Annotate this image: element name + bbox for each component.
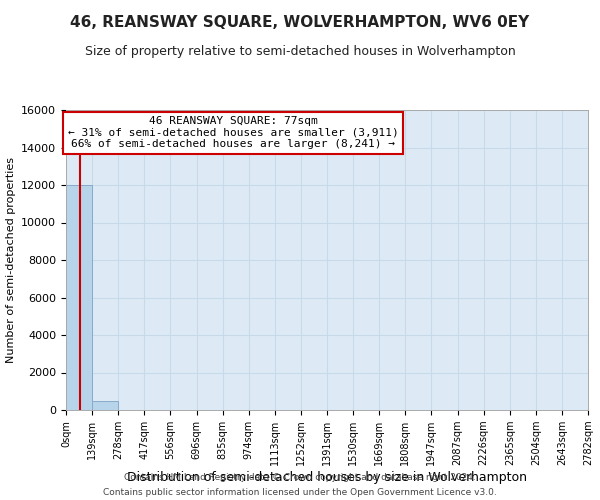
Text: Contains public sector information licensed under the Open Government Licence v3: Contains public sector information licen…	[103, 488, 497, 497]
Text: 46, REANSWAY SQUARE, WOLVERHAMPTON, WV6 0EY: 46, REANSWAY SQUARE, WOLVERHAMPTON, WV6 …	[70, 15, 530, 30]
Bar	[92, 400, 118, 410]
Text: Size of property relative to semi-detached houses in Wolverhampton: Size of property relative to semi-detach…	[85, 45, 515, 58]
Text: 46 REANSWAY SQUARE: 77sqm
← 31% of semi-detached houses are smaller (3,911)
66% : 46 REANSWAY SQUARE: 77sqm ← 31% of semi-…	[68, 116, 398, 149]
X-axis label: Distribution of semi-detached houses by size in Wolverhampton: Distribution of semi-detached houses by …	[127, 471, 527, 484]
Text: Contains HM Land Registry data © Crown copyright and database right 2024.: Contains HM Land Registry data © Crown c…	[124, 473, 476, 482]
Bar	[66, 185, 92, 410]
Y-axis label: Number of semi-detached properties: Number of semi-detached properties	[5, 157, 16, 363]
